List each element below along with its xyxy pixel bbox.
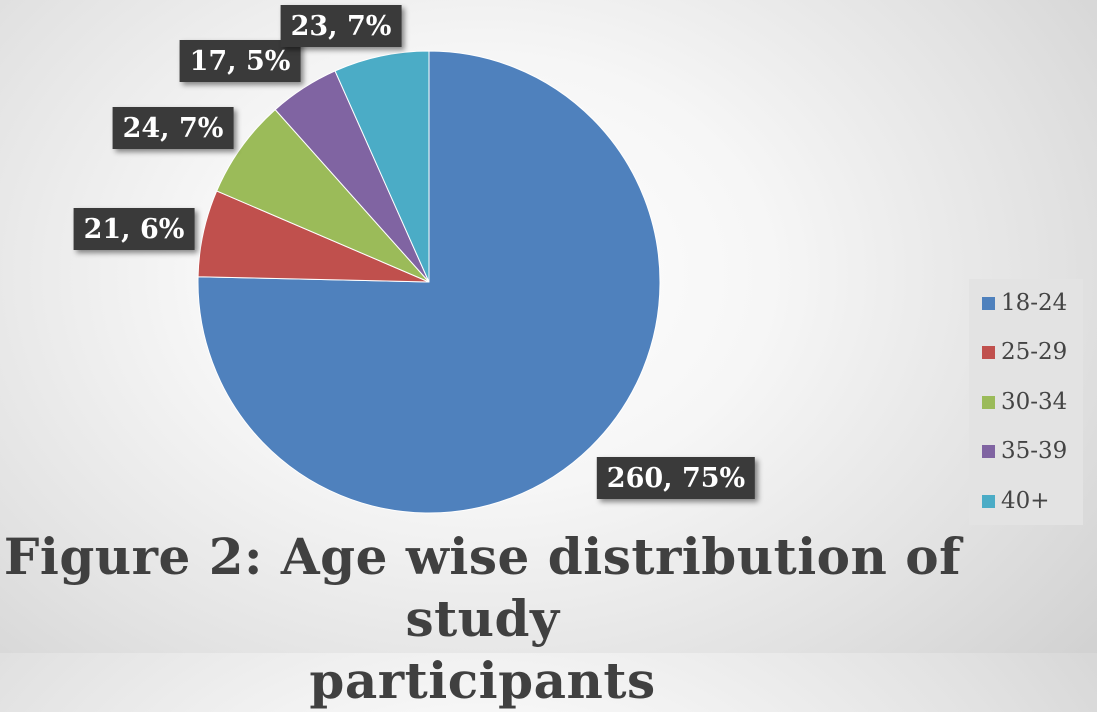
legend-item-18-24: 18-24: [982, 288, 1067, 318]
figure-caption-line-2: participants: [309, 651, 656, 710]
legend-label-30-34: 30-34: [1001, 389, 1068, 415]
figure-caption: Figure 2: Age wise distribution of study…: [0, 526, 965, 712]
legend-label-25-29: 25-29: [1001, 339, 1068, 365]
data-label-40-plus: 23, 7%: [280, 5, 402, 47]
figure-caption-line-1: Figure 2: Age wise distribution of study: [3, 527, 962, 648]
legend-swatch-40-plus: [982, 494, 995, 508]
legend-swatch-25-29: [982, 345, 995, 359]
data-label-35-39: 17, 5%: [179, 40, 301, 82]
pie-chart: [197, 50, 661, 514]
legend-swatch-18-24: [982, 296, 995, 310]
data-label-30-34: 24, 7%: [112, 107, 234, 149]
legend-swatch-35-39: [982, 444, 995, 458]
legend-label-35-39: 35-39: [1001, 438, 1068, 464]
legend-item-25-29: 25-29: [982, 337, 1067, 367]
legend-label-18-24: 18-24: [1001, 290, 1068, 316]
legend-item-30-34: 30-34: [982, 387, 1067, 417]
legend-swatch-30-34: [982, 395, 995, 409]
legend-item-35-39: 35-39: [982, 436, 1067, 466]
legend-label-40-plus: 40+: [1001, 488, 1050, 514]
data-label-25-29: 21, 6%: [73, 208, 195, 250]
data-label-18-24: 260, 75%: [596, 457, 756, 499]
pie-slice-40-plus: [334, 50, 430, 283]
legend: 18-24 25-29 30-34 35-39 40+: [969, 279, 1083, 525]
legend-item-40-plus: 40+: [982, 486, 1050, 516]
